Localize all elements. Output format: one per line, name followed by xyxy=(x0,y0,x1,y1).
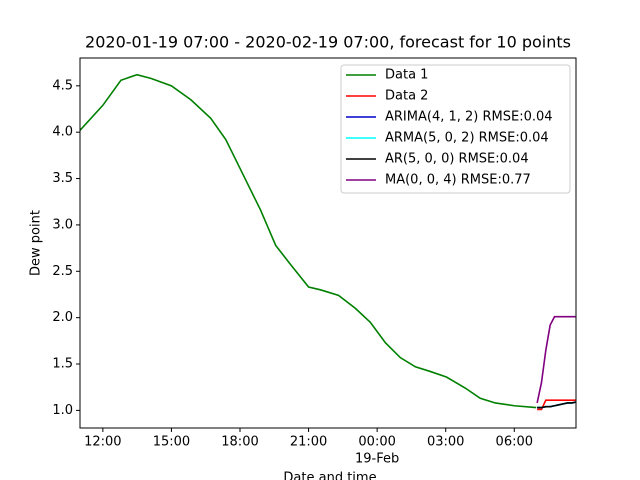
x-tick-label: 12:00 xyxy=(84,435,121,450)
y-tick-label: 3.0 xyxy=(52,217,73,232)
y-tick-label: 2.0 xyxy=(52,310,73,325)
y-tick-label: 1.5 xyxy=(52,357,73,372)
axes-frame xyxy=(79,57,577,429)
x-tick-label: 18:00 xyxy=(221,435,258,450)
series-line xyxy=(536,315,576,404)
legend-label: ARIMA(4, 1, 2) RMSE:0.04 xyxy=(385,110,553,125)
legend-label: Data 2 xyxy=(385,89,428,104)
x-tick-label: 15:00 xyxy=(153,435,190,450)
x-tick-label: 00:00 xyxy=(358,435,395,450)
chart-title: 2020-01-19 07:00 - 2020-02-19 07:00, for… xyxy=(85,33,571,52)
legend-label: MA(0, 0, 4) RMSE:0.77 xyxy=(385,173,531,188)
x-axis-label: Date and time xyxy=(283,471,376,480)
legend-label: Data 1 xyxy=(385,68,428,83)
series-line xyxy=(537,401,576,409)
x-tick-label: 06:00 xyxy=(496,435,533,450)
y-tick-label: 4.0 xyxy=(52,125,73,140)
y-tick-label: 4.5 xyxy=(52,78,73,93)
legend-label: ARMA(5, 0, 2) RMSE:0.04 xyxy=(385,131,549,146)
series-line xyxy=(537,399,576,411)
y-tick-label: 1.0 xyxy=(52,403,73,418)
legend-box xyxy=(340,64,571,194)
y-tick-label: 3.5 xyxy=(52,171,73,186)
x-date-label: 19-Feb xyxy=(355,452,399,467)
x-tick-label: 03:00 xyxy=(427,435,464,450)
x-tick-label: 21:00 xyxy=(290,435,327,450)
series-line xyxy=(80,73,537,409)
y-tick-label: 2.5 xyxy=(52,264,73,279)
plot-area xyxy=(80,73,576,411)
y-axis-label: Dew point xyxy=(29,210,44,276)
legend-label: AR(5, 0, 0) RMSE:0.04 xyxy=(385,152,529,167)
